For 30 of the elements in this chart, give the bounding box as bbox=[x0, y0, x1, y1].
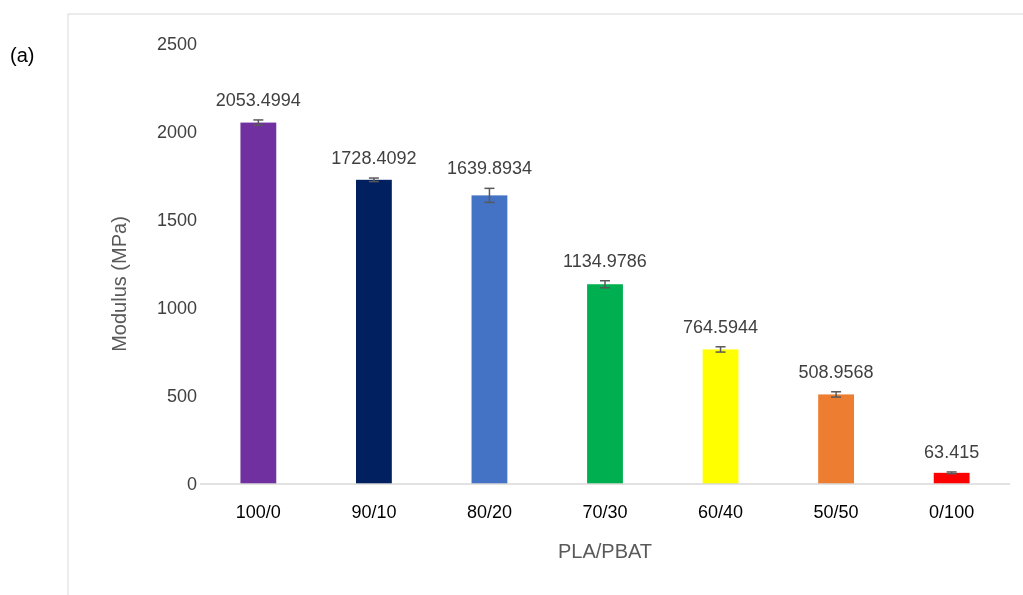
x-tick-label: 70/30 bbox=[582, 502, 628, 522]
y-tick-label: 1000 bbox=[156, 298, 197, 319]
bar bbox=[240, 122, 277, 484]
data-label: 63.415 bbox=[924, 441, 980, 462]
data-label: 764.5944 bbox=[683, 316, 759, 337]
x-tick-label: 90/10 bbox=[351, 502, 397, 522]
data-label: 2053.4994 bbox=[215, 89, 301, 110]
y-tick-label: 2500 bbox=[156, 34, 197, 55]
x-tick-label: 80/20 bbox=[466, 502, 512, 522]
data-label: 1134.9786 bbox=[563, 250, 647, 271]
bar bbox=[818, 394, 855, 484]
bar bbox=[587, 284, 623, 484]
y-tick-label: 2000 bbox=[156, 122, 197, 143]
y-tick-label: 1500 bbox=[156, 210, 197, 231]
y-tick-label: 500 bbox=[166, 386, 197, 407]
bar bbox=[933, 472, 970, 484]
y-axis-title: Modulus (MPa) bbox=[108, 216, 130, 352]
x-axis-title: PLA/PBAT bbox=[557, 540, 653, 562]
x-tick-label: 60/40 bbox=[698, 502, 744, 522]
text: (a) bbox=[10, 44, 35, 66]
bar bbox=[471, 195, 508, 484]
x-tick-label: 100/0 bbox=[235, 502, 281, 522]
data-label: 1639.8934 bbox=[446, 158, 532, 179]
bar bbox=[355, 179, 392, 484]
x-tick-label: 0/100 bbox=[929, 502, 975, 522]
data-label: 1728.4092 bbox=[331, 148, 417, 169]
x-tick-label: 50/50 bbox=[813, 502, 859, 522]
data-label: 508.9568 bbox=[798, 361, 874, 382]
y-tick-label: 0 bbox=[186, 474, 197, 495]
bar bbox=[702, 349, 739, 484]
